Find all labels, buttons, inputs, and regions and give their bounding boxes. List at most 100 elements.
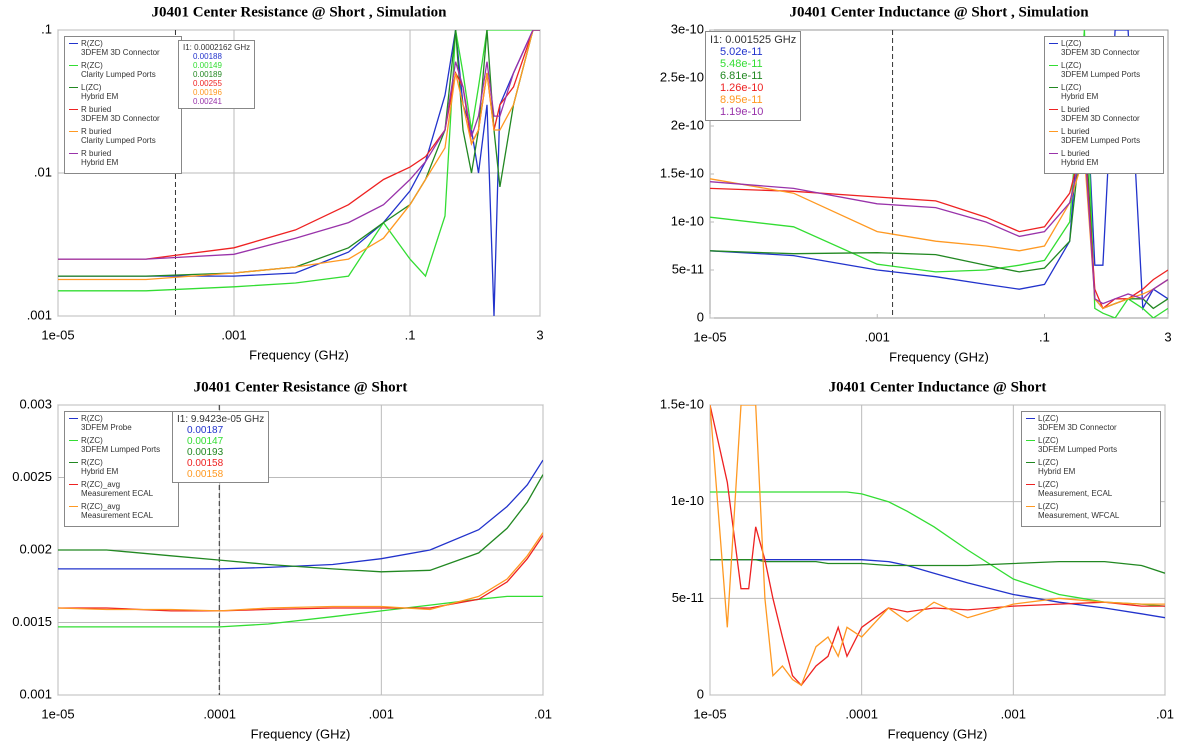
marker-readout: I1: 0.0002162 GHz 0.00188 0.00149 0.00189 0.… xyxy=(178,40,256,109)
y-tick-label: 0.001 xyxy=(19,686,52,701)
series-line xyxy=(710,405,1165,687)
series-line xyxy=(58,474,543,573)
x-axis-label: Frequency (GHz) xyxy=(888,726,988,741)
legend-entry: L(ZC) 3DFEM 3D Connector xyxy=(1026,414,1156,432)
legend-entry: R(ZC) Hybrid EM xyxy=(69,458,174,476)
marker-value: 1.19e-10 xyxy=(720,106,764,118)
x-tick-label: .01 xyxy=(534,706,552,721)
marker-value: 0.00187 xyxy=(187,425,224,436)
x-tick-label: .001 xyxy=(221,327,246,342)
legend-swatch xyxy=(69,43,78,44)
legend-label: R(ZC) Clarity Lumped Ports xyxy=(81,61,156,79)
legend-label: R buried Hybrid EM xyxy=(81,149,119,167)
x-tick-label: .1 xyxy=(405,327,416,342)
legend-label: R(ZC) 3DFEM Lumped Ports xyxy=(81,436,161,454)
legend: R(ZC) 3DFEM Probe R(ZC) 3DFEM Lumped Port… xyxy=(64,411,179,527)
y-tick-label: 5e-11 xyxy=(672,261,704,276)
legend-swatch xyxy=(69,87,78,88)
legend-label: L(ZC) Measurement, WFCAL xyxy=(1038,502,1120,520)
legend-entry: L(ZC) 3DFEM Lumped Ports xyxy=(1049,61,1159,79)
series-line xyxy=(58,535,543,612)
legend-entry: R(ZC)_avg Measurement ECAL xyxy=(69,502,174,520)
legend-swatch xyxy=(1026,506,1035,507)
y-tick-label: 3e-10 xyxy=(671,21,704,36)
legend-swatch xyxy=(69,418,78,419)
legend-entry: R(ZC) 3DFEM Probe xyxy=(69,414,174,432)
x-tick-label: 3 xyxy=(536,327,543,342)
y-tick-label: 1.5e-10 xyxy=(660,396,704,411)
marker-value: 0.00241 xyxy=(193,97,222,106)
legend-label: L(ZC) 3DFEM 3D Connector xyxy=(1038,414,1117,432)
marker-label: I1: 0.0002162 GHz xyxy=(183,43,251,52)
legend-entry: L buried 3DFEM 3D Connector xyxy=(1049,105,1159,123)
legend-entry: L(ZC) Hybrid EM xyxy=(1049,83,1159,101)
legend-label: R buried 3DFEM 3D Connector xyxy=(81,105,160,123)
marker-value: 0.00196 xyxy=(193,88,222,97)
x-tick-label: .0001 xyxy=(203,706,236,721)
series-line xyxy=(710,405,1165,687)
legend-label: L(ZC) Measurement, ECAL xyxy=(1038,480,1113,498)
chart-title: J0401 Center Inductance @ Short , Simula… xyxy=(789,4,1089,20)
legend-entry: L(ZC) Measurement, ECAL xyxy=(1026,480,1156,498)
marker-value: 0.00158 xyxy=(187,469,224,480)
legend-entry: R buried Hybrid EM xyxy=(69,149,177,167)
y-tick-label: 0 xyxy=(697,686,704,701)
y-tick-label: 1e-10 xyxy=(671,213,704,228)
x-tick-label: .01 xyxy=(1156,706,1174,721)
marker-value: 0.00188 xyxy=(193,52,222,61)
legend-label: L(ZC) 3DFEM 3D Connector xyxy=(1061,39,1140,57)
legend-entry: L(ZC) Hybrid EM xyxy=(1026,458,1156,476)
legend-entry: R buried Clarity Lumped Ports xyxy=(69,127,177,145)
y-tick-label: 1e-10 xyxy=(671,493,704,508)
marker-readout: I1: 9.9423e-05 GHz 0.00187 0.00147 0.00193 0… xyxy=(172,411,270,483)
legend-label: R(ZC)_avg Measurement ECAL xyxy=(81,480,154,498)
legend-label: L(ZC) Hybrid EM xyxy=(81,83,119,101)
series-line xyxy=(58,30,540,260)
legend-swatch xyxy=(1049,43,1058,44)
series-group xyxy=(58,30,540,316)
legend-label: L buried Hybrid EM xyxy=(1061,149,1099,167)
marker-value: 0.00189 xyxy=(193,70,222,79)
marker-value: 5.02e-11 xyxy=(720,46,763,58)
x-tick-label: 1e-05 xyxy=(41,327,74,342)
y-tick-label: .01 xyxy=(34,164,52,179)
legend-swatch xyxy=(69,440,78,441)
marker-value: 0.00149 xyxy=(193,61,222,70)
legend-swatch xyxy=(1049,65,1058,66)
series-line xyxy=(58,30,540,292)
series-line xyxy=(710,491,1165,607)
x-tick-label: .001 xyxy=(865,329,890,344)
legend-swatch xyxy=(69,484,78,485)
marker-label: I1: 9.9423e-05 GHz xyxy=(177,414,265,425)
legend-swatch xyxy=(1049,87,1058,88)
y-tick-label: 0.0015 xyxy=(12,614,52,629)
x-tick-label: .001 xyxy=(369,706,394,721)
legend-swatch xyxy=(1049,131,1058,132)
marker-label: I1: 0.001525 GHz xyxy=(710,34,797,46)
legend-label: L(ZC) 3DFEM Lumped Ports xyxy=(1061,61,1141,79)
marker-value: 1.26e-10 xyxy=(720,82,764,94)
legend-swatch xyxy=(1049,109,1058,110)
legend-entry: L buried Hybrid EM xyxy=(1049,149,1159,167)
y-tick-label: 0.0025 xyxy=(12,469,52,484)
y-tick-label: 0.002 xyxy=(19,541,52,556)
x-tick-label: .0001 xyxy=(845,706,878,721)
x-tick-label: 1e-05 xyxy=(41,706,74,721)
legend-entry: L(ZC) 3DFEM 3D Connector xyxy=(1049,39,1159,57)
marker-value: 5.48e-11 xyxy=(720,58,763,70)
legend-label: R buried Clarity Lumped Ports xyxy=(81,127,156,145)
marker-value: 6.81e-11 xyxy=(720,70,763,82)
marker-value: 0.00193 xyxy=(187,447,224,458)
series-line xyxy=(58,30,540,281)
y-tick-label: .1 xyxy=(41,21,52,36)
legend-swatch xyxy=(1049,153,1058,154)
legend-swatch xyxy=(1026,418,1035,419)
y-tick-label: 1.5e-10 xyxy=(660,165,704,180)
chart-title: J0401 Center Inductance @ Short xyxy=(829,379,1047,395)
legend-swatch xyxy=(69,153,78,154)
y-tick-label: .001 xyxy=(27,307,52,322)
legend-label: L(ZC) Hybrid EM xyxy=(1061,83,1099,101)
x-axis-label: Frequency (GHz) xyxy=(889,349,989,364)
x-tick-label: .001 xyxy=(1001,706,1026,721)
